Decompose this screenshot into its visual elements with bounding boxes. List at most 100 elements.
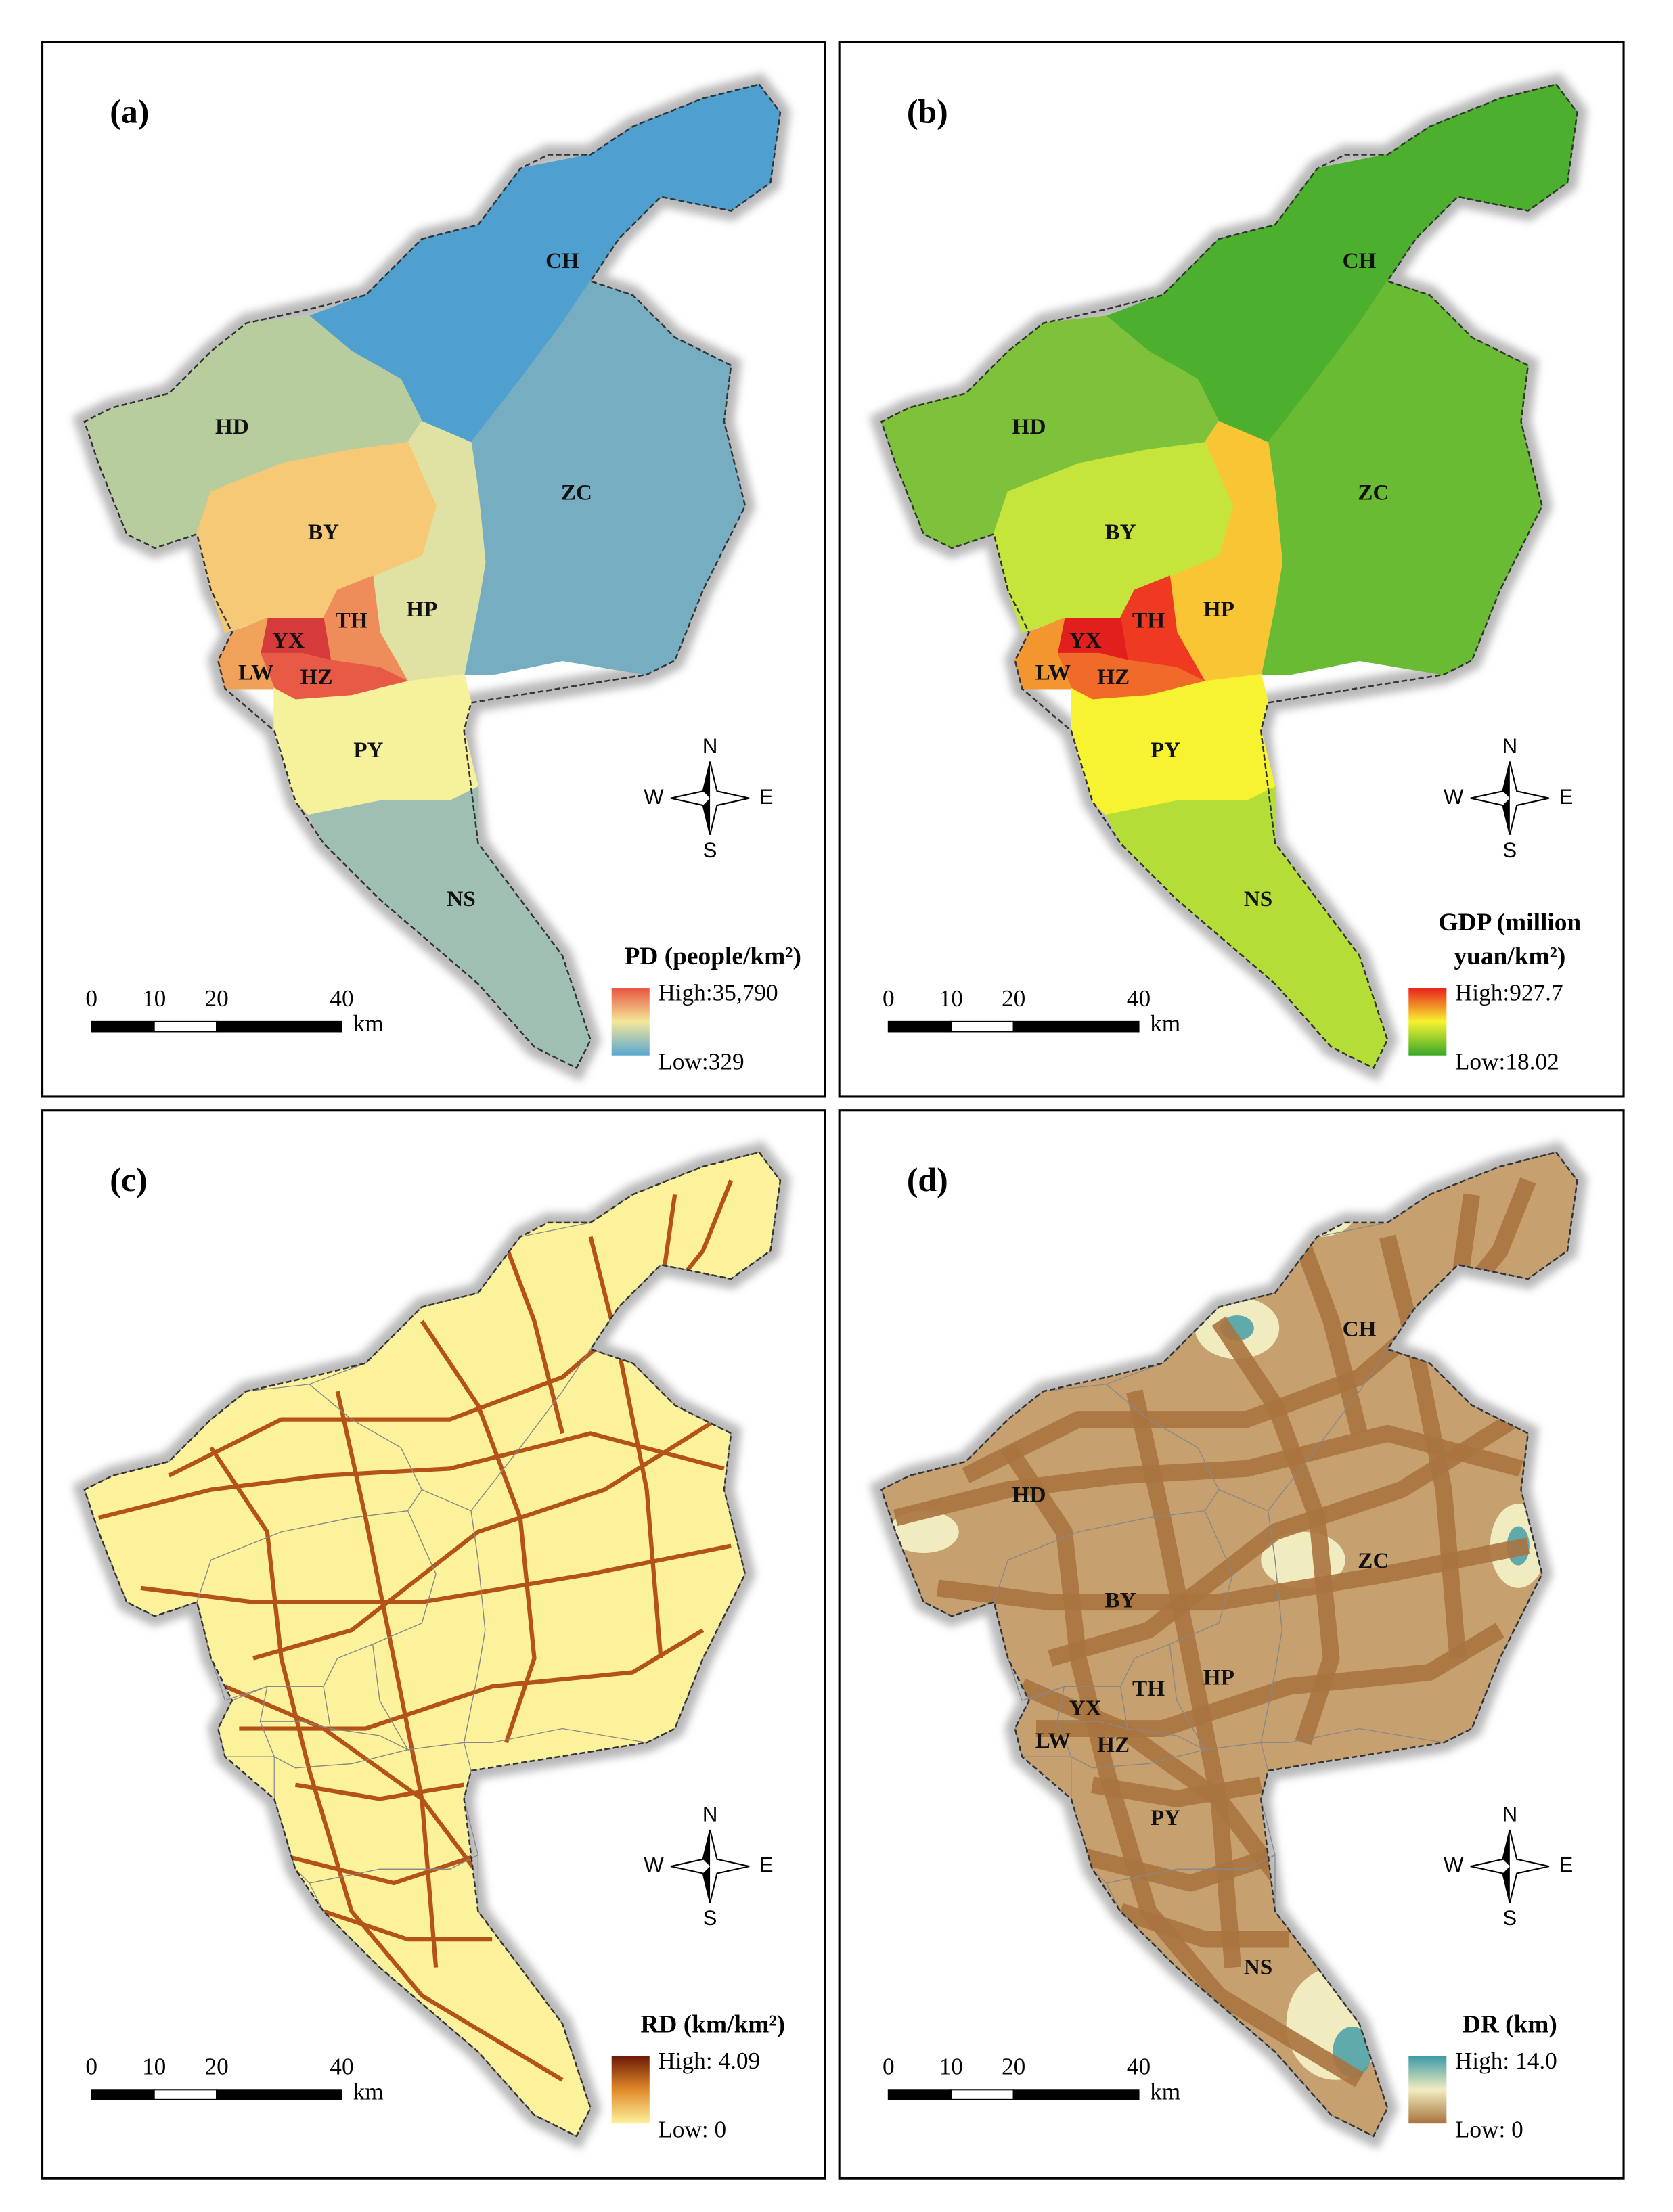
- compass-e: E: [759, 785, 774, 809]
- road: [1090, 1776, 1263, 1807]
- compass-s: S: [703, 838, 717, 862]
- scale-unit: km: [1150, 2079, 1180, 2105]
- district-label: HP: [1203, 1665, 1234, 1690]
- compass-w: W: [644, 1853, 664, 1876]
- road: [294, 1782, 465, 1801]
- scale-tick-label: 20: [1002, 985, 1025, 1012]
- district-label: NS: [1244, 886, 1272, 911]
- map-outline: [880, 83, 1578, 1070]
- compass-w: W: [644, 785, 664, 809]
- map-outline: [83, 1151, 782, 2138]
- district-label: CH: [545, 248, 579, 273]
- legend-bar: [1408, 2056, 1447, 2124]
- district-label: NS: [447, 886, 475, 911]
- district-label: CH: [1343, 1316, 1377, 1341]
- scale-segment: [1012, 2089, 1140, 2100]
- district-label: HD: [1012, 1482, 1046, 1507]
- road: [893, 1424, 1523, 1527]
- district-label: PY: [353, 738, 383, 763]
- legend-high: High:927.7: [1455, 980, 1563, 1006]
- road: [97, 1431, 725, 1520]
- road: [1076, 1847, 1278, 1892]
- road: [936, 1537, 1530, 1611]
- scale-tick-label: 40: [330, 985, 353, 1012]
- compass-star-dark: [670, 761, 750, 835]
- legend-title: yuan/km²): [1454, 943, 1565, 970]
- district-label: LW: [1035, 1728, 1071, 1753]
- compass-w: W: [1444, 1853, 1464, 1876]
- scale-unit: km: [1150, 1010, 1180, 1037]
- compass-star-dark: [1470, 761, 1549, 835]
- panel-label: (d): [907, 1161, 948, 1198]
- scale-tick-label: 10: [939, 985, 963, 1012]
- scale-tick-label: 40: [1127, 985, 1151, 1012]
- panel-frame: [838, 41, 1625, 1098]
- district-label: YX: [272, 628, 305, 653]
- district-label: LW: [1035, 660, 1071, 685]
- district-label: BY: [1105, 1587, 1136, 1612]
- district-label: PY: [1151, 1805, 1180, 1830]
- scale-tick-label: 10: [142, 2053, 166, 2079]
- scale-segment: [950, 2089, 1014, 2100]
- road: [322, 1909, 493, 1942]
- legend-low: Low: 0: [658, 2117, 726, 2143]
- district-label: TH: [1132, 608, 1165, 633]
- panel-frame: [838, 1109, 1625, 2180]
- district-label: ZC: [561, 480, 592, 505]
- legend-title: DR (km): [1463, 2010, 1557, 2038]
- panel-label: (c): [110, 1161, 147, 1198]
- map-outline: [83, 83, 782, 1070]
- road: [252, 1418, 719, 1661]
- district-label: HP: [1203, 597, 1234, 622]
- scale-tick-label: 0: [85, 985, 97, 1012]
- road: [335, 1391, 439, 1968]
- legend-title: RD (km/km²): [640, 2010, 785, 2038]
- legend-high: High: 14.0: [1455, 2048, 1557, 2074]
- road: [1001, 1443, 1364, 2087]
- legend-low: Low:329: [658, 1048, 744, 1075]
- scale-tick-label: 40: [1127, 2053, 1151, 2079]
- legend-bar: [1408, 988, 1447, 1056]
- scale-tick-label: 10: [939, 2053, 963, 2079]
- road: [588, 1236, 663, 1658]
- legend-low: Low: 0: [1455, 2117, 1523, 2143]
- panel-label: (a): [110, 93, 149, 131]
- district-label: BY: [1105, 520, 1136, 545]
- compass-s: S: [1502, 838, 1517, 862]
- road: [1019, 1678, 1310, 1917]
- road: [209, 1446, 564, 2082]
- scale-segment: [950, 1020, 1014, 1033]
- compass-n: N: [702, 734, 718, 758]
- scale-tick-label: 10: [142, 985, 166, 1012]
- compass-s: S: [703, 1906, 717, 1930]
- district-label: HD: [1012, 414, 1046, 439]
- compass-s: S: [1502, 1906, 1517, 1930]
- district-label: YX: [1069, 628, 1102, 653]
- panel-label: (b): [907, 93, 948, 131]
- distance-base: [881, 1152, 1578, 2136]
- scale-segment: [216, 2089, 342, 2100]
- district-fill: [84, 1152, 780, 2136]
- legend-bar: [611, 2056, 650, 2124]
- district-label: CH: [1343, 248, 1377, 273]
- legend-high: High:35,790: [658, 980, 778, 1006]
- district-label: HD: [215, 414, 249, 439]
- scale-tick-label: 20: [204, 985, 228, 1012]
- scale-segment: [887, 1020, 952, 1033]
- scale-tick-label: 40: [330, 2053, 353, 2079]
- compass-e: E: [1559, 1853, 1574, 1876]
- scale-unit: km: [353, 2079, 384, 2105]
- road: [1126, 1389, 1242, 1968]
- scale-tick-label: 0: [883, 2053, 895, 2079]
- legend-high: High: 4.09: [658, 2048, 760, 2074]
- district-label: PY: [1151, 738, 1180, 763]
- legend-bar: [611, 988, 650, 1056]
- compass-n: N: [1502, 1803, 1518, 1826]
- district-label: HZ: [1097, 1732, 1130, 1757]
- district-label: BY: [308, 520, 339, 545]
- scale-segment: [216, 1020, 342, 1033]
- scale-tick-label: 0: [883, 985, 895, 1012]
